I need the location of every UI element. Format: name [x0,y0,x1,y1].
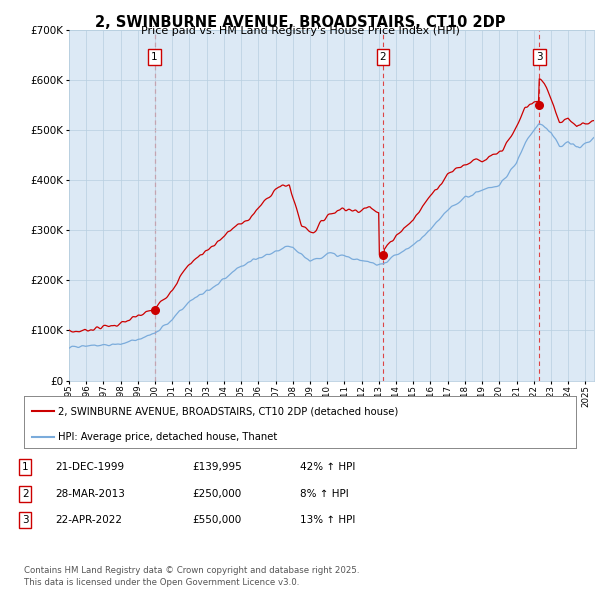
Text: 13% ↑ HPI: 13% ↑ HPI [300,516,355,525]
Text: 2: 2 [22,489,29,499]
Text: 21-DEC-1999: 21-DEC-1999 [55,463,124,472]
Text: 2: 2 [380,52,386,62]
Text: £550,000: £550,000 [192,516,241,525]
Text: £250,000: £250,000 [192,489,241,499]
Text: 28-MAR-2013: 28-MAR-2013 [55,489,125,499]
Text: HPI: Average price, detached house, Thanet: HPI: Average price, detached house, Than… [58,432,277,442]
Text: 3: 3 [22,516,29,525]
Text: Contains HM Land Registry data © Crown copyright and database right 2025.
This d: Contains HM Land Registry data © Crown c… [24,566,359,587]
Text: 1: 1 [22,463,29,472]
Text: 2, SWINBURNE AVENUE, BROADSTAIRS, CT10 2DP: 2, SWINBURNE AVENUE, BROADSTAIRS, CT10 2… [95,15,505,30]
Text: 8% ↑ HPI: 8% ↑ HPI [300,489,349,499]
Text: 42% ↑ HPI: 42% ↑ HPI [300,463,355,472]
Text: 1: 1 [151,52,158,62]
Text: 2, SWINBURNE AVENUE, BROADSTAIRS, CT10 2DP (detached house): 2, SWINBURNE AVENUE, BROADSTAIRS, CT10 2… [58,406,398,416]
Text: Price paid vs. HM Land Registry's House Price Index (HPI): Price paid vs. HM Land Registry's House … [140,26,460,36]
Text: £139,995: £139,995 [192,463,242,472]
Text: 3: 3 [536,52,542,62]
Text: 22-APR-2022: 22-APR-2022 [55,516,122,525]
